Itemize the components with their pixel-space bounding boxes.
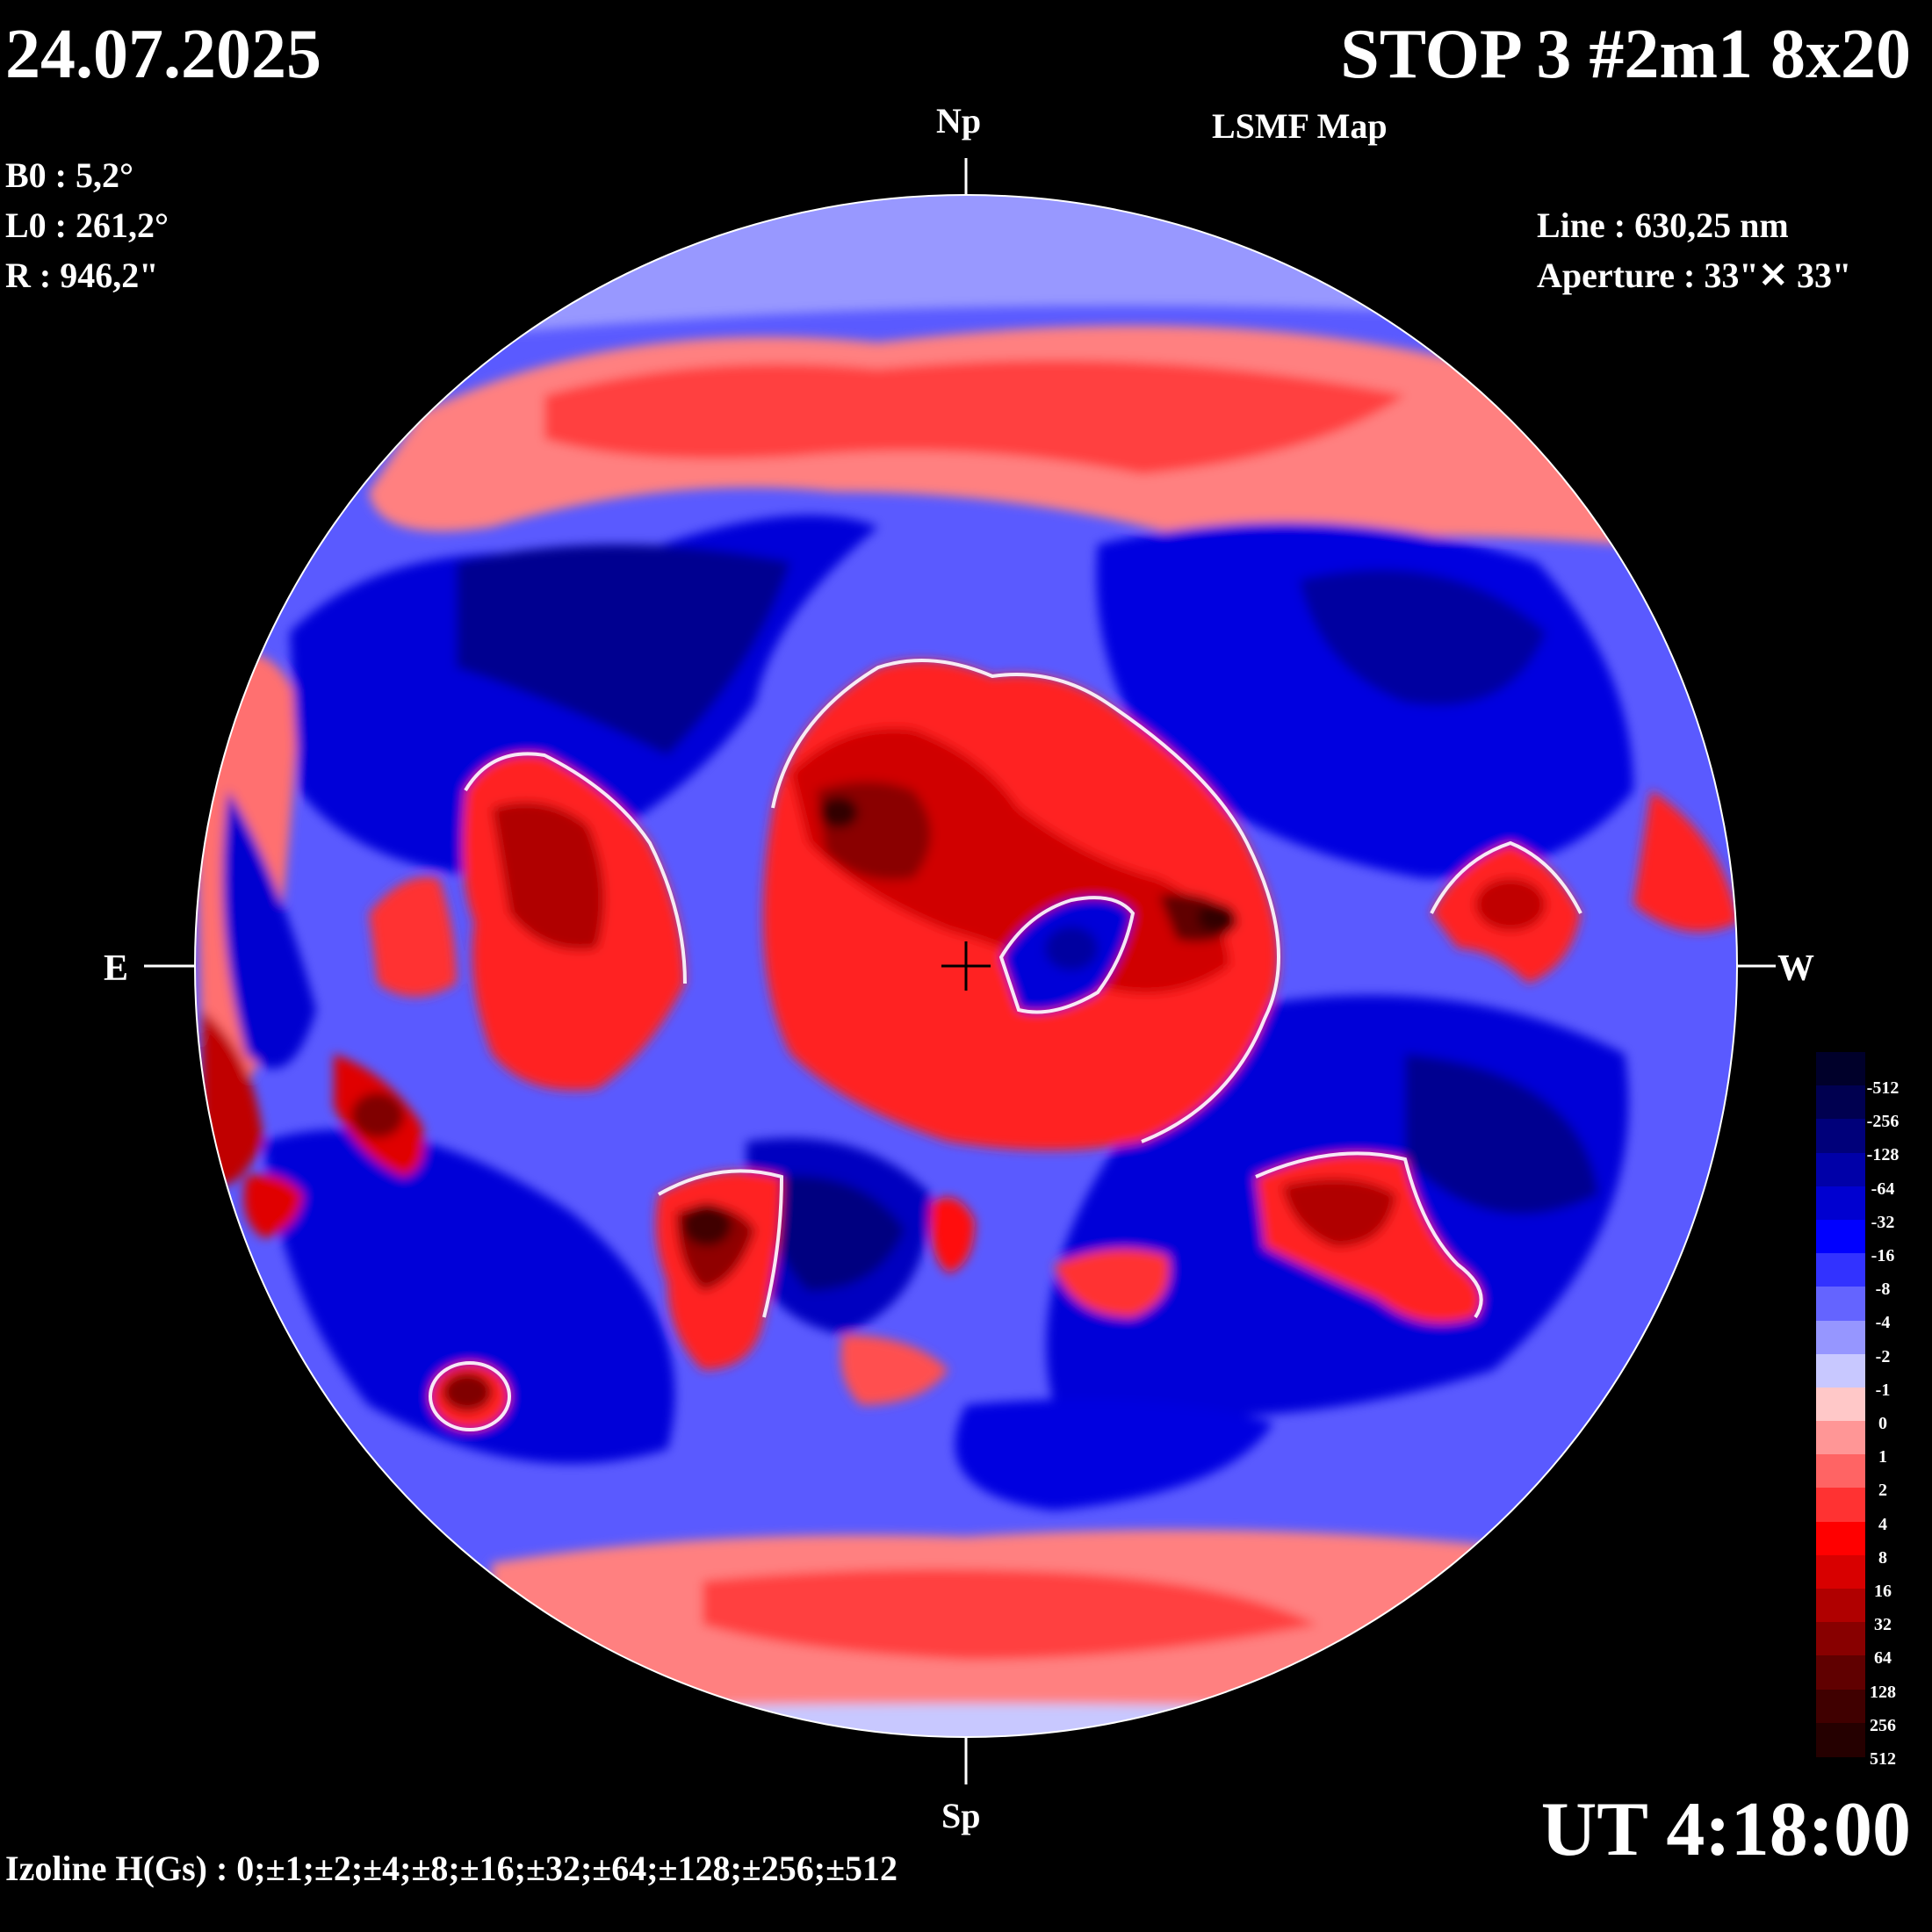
center-crosshair bbox=[941, 941, 991, 991]
color-scale-label: 128 bbox=[1870, 1682, 1896, 1702]
color-scale-swatch bbox=[1816, 1353, 1865, 1388]
l0-parameter: L0 : 261,2° bbox=[5, 205, 169, 245]
color-scale-label: 1 bbox=[1878, 1447, 1887, 1467]
map-subtitle: LSMF Map bbox=[1212, 106, 1388, 146]
izoline-legend: Izoline H(Gs) : 0;±1;±2;±4;±8;±16;±32;±6… bbox=[5, 1849, 898, 1888]
color-scale-swatch bbox=[1816, 1253, 1865, 1288]
page-title: STOP 3 #2m1 8x20 bbox=[1340, 16, 1911, 93]
color-scale-label: 2 bbox=[1878, 1481, 1887, 1501]
south-pole-label: Sp bbox=[941, 1796, 981, 1835]
color-scale-label: -256 bbox=[1866, 1112, 1900, 1132]
color-scale-swatch bbox=[1816, 1219, 1865, 1255]
color-scale-swatch bbox=[1816, 1152, 1865, 1187]
color-scale-swatch bbox=[1816, 1421, 1865, 1456]
color-scale-label: -32 bbox=[1871, 1212, 1895, 1232]
color-scale-label: 0 bbox=[1878, 1414, 1887, 1433]
color-scale-swatch bbox=[1816, 1454, 1865, 1489]
color-scale-label: -16 bbox=[1871, 1246, 1895, 1266]
color-scale-swatch bbox=[1816, 1689, 1865, 1724]
color-scale-swatch bbox=[1816, 1186, 1865, 1221]
color-scale-bar bbox=[1816, 1052, 1869, 1757]
color-scale-swatch bbox=[1816, 1119, 1865, 1154]
color-scale-label: -64 bbox=[1871, 1179, 1895, 1199]
color-scale-swatch bbox=[1816, 1320, 1865, 1355]
color-scale-swatch bbox=[1816, 1622, 1865, 1657]
color-scale-swatch bbox=[1816, 1052, 1865, 1087]
radius-parameter: R : 946,2" bbox=[5, 256, 159, 295]
aperture-size: Aperture : 33"✕ 33" bbox=[1537, 256, 1852, 295]
color-scale-label: -8 bbox=[1875, 1280, 1891, 1300]
color-scale-label: 32 bbox=[1874, 1615, 1892, 1635]
color-scale-swatch bbox=[1816, 1085, 1865, 1121]
observation-date: 24.07.2025 bbox=[5, 16, 321, 93]
color-scale-swatch bbox=[1816, 1655, 1865, 1690]
color-scale-swatch bbox=[1816, 1488, 1865, 1523]
color-scale-swatch bbox=[1816, 1722, 1865, 1757]
color-scale-swatch bbox=[1816, 1554, 1865, 1590]
color-scale-label: 64 bbox=[1874, 1648, 1892, 1669]
west-label: W bbox=[1777, 948, 1814, 989]
color-scale-label: -128 bbox=[1866, 1145, 1900, 1165]
color-scale-label: 8 bbox=[1878, 1547, 1887, 1568]
color-scale-swatch bbox=[1816, 1287, 1865, 1322]
color-scale-label: -2 bbox=[1875, 1346, 1891, 1366]
observation-time: UT 4:18:00 bbox=[1540, 1787, 1911, 1872]
b0-parameter: B0 : 5,2° bbox=[5, 155, 133, 195]
color-scale-label: -512 bbox=[1866, 1078, 1900, 1099]
color-scale-label: 4 bbox=[1878, 1514, 1887, 1534]
color-scale-label: -4 bbox=[1875, 1313, 1891, 1333]
color-scale-label: 256 bbox=[1870, 1715, 1896, 1735]
spectral-line: Line : 630,25 nm bbox=[1537, 205, 1789, 245]
east-label: E bbox=[104, 948, 129, 989]
color-scale-swatch bbox=[1816, 1589, 1865, 1624]
solar-disk bbox=[195, 195, 1737, 1737]
color-scale-swatch bbox=[1816, 1387, 1865, 1423]
color-scale-swatch bbox=[1816, 1521, 1865, 1556]
color-scale-label: 512 bbox=[1870, 1748, 1896, 1769]
color-scale-label: -1 bbox=[1875, 1380, 1891, 1400]
color-scale-label: 16 bbox=[1874, 1581, 1892, 1601]
north-pole-label: Np bbox=[936, 101, 982, 141]
